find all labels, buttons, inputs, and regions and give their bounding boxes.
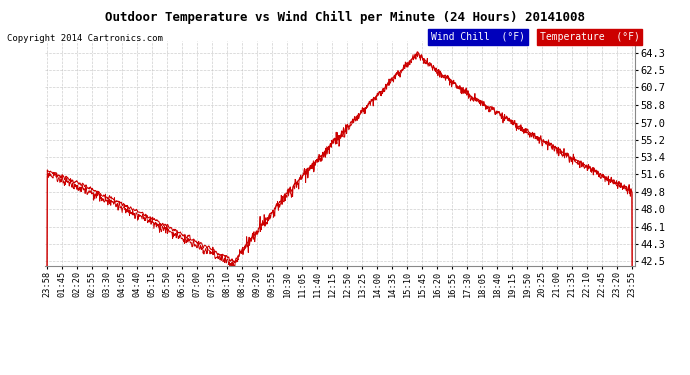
Text: Temperature  (°F): Temperature (°F) [540,32,640,42]
Text: Copyright 2014 Cartronics.com: Copyright 2014 Cartronics.com [7,34,163,43]
Text: Wind Chill  (°F): Wind Chill (°F) [431,32,525,42]
Text: Outdoor Temperature vs Wind Chill per Minute (24 Hours) 20141008: Outdoor Temperature vs Wind Chill per Mi… [105,11,585,24]
